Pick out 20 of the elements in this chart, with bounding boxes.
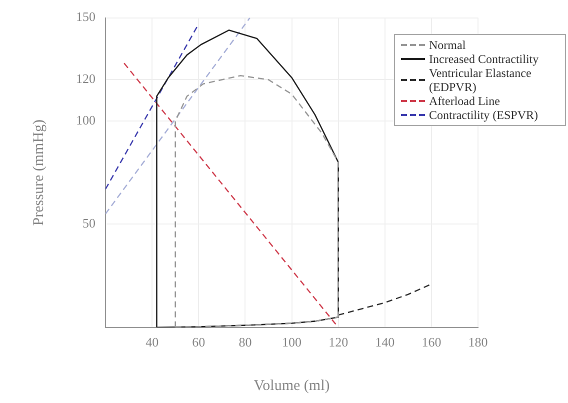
x-tick-label: 180 xyxy=(468,334,488,350)
legend-label: Afterload Line xyxy=(429,94,501,108)
y-tick-label: 100 xyxy=(76,112,96,128)
legend-label: Normal xyxy=(429,38,467,52)
x-tick-label: 40 xyxy=(146,334,159,350)
x-tick-label: 80 xyxy=(238,334,252,350)
legend-label: Increased Contractility xyxy=(429,52,540,66)
x-tick-label: 60 xyxy=(192,334,206,350)
y-tick-label: 120 xyxy=(76,71,96,86)
line-series xyxy=(338,283,432,316)
x-tick-label: 100 xyxy=(282,334,302,350)
y-tick-label: 50 xyxy=(82,216,96,231)
legend-label: Ventricular Elastance (EDPVR) xyxy=(429,66,532,94)
x-axis-title: Volume (ml) xyxy=(254,378,330,394)
legend-label: Contractility (ESPVR) xyxy=(429,108,539,122)
y-tick-label: 150 xyxy=(76,9,96,24)
x-tick-label: 160 xyxy=(422,334,442,350)
x-tick-label: 140 xyxy=(375,334,395,350)
y-axis-title: Pressure (mmHg) xyxy=(30,119,47,226)
x-tick-label: 120 xyxy=(328,334,348,350)
